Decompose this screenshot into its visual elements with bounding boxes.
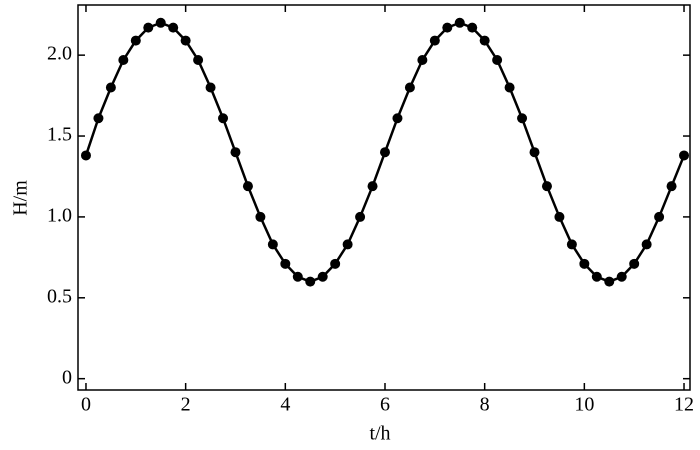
data-point (579, 258, 590, 269)
data-point (492, 55, 503, 65)
y-tick-label: 0 (62, 366, 72, 388)
data-point (317, 271, 328, 282)
data-point (604, 276, 615, 287)
data-point (666, 181, 677, 192)
data-point (591, 271, 602, 282)
x-tick-label: 12 (674, 394, 694, 416)
data-point (654, 211, 665, 222)
data-point (517, 113, 528, 124)
data-point (155, 17, 166, 28)
data-point (367, 181, 378, 192)
data-point (180, 35, 191, 46)
data-point (118, 55, 129, 65)
data-point (93, 113, 104, 124)
x-tick-label: 0 (81, 394, 91, 416)
y-axis-label: H/m (10, 180, 32, 216)
data-point (454, 17, 465, 28)
data-point (504, 82, 515, 93)
data-point (467, 22, 478, 33)
data-point (292, 271, 303, 282)
data-point (80, 150, 91, 161)
data-point (404, 82, 415, 93)
data-point (429, 35, 440, 46)
data-point (529, 147, 540, 158)
data-point (629, 258, 640, 269)
data-point (105, 82, 116, 93)
data-point (641, 239, 652, 250)
data-point (679, 150, 690, 161)
x-tick-label: 6 (380, 394, 390, 416)
data-point (267, 239, 278, 250)
data-point (442, 22, 453, 33)
plot-frame (77, 4, 691, 391)
x-axis-label: t/h (369, 423, 390, 445)
data-point (342, 239, 353, 250)
x-tick-label: 2 (181, 394, 191, 416)
data-point (218, 113, 229, 124)
data-point (280, 258, 291, 269)
data-point (417, 55, 428, 65)
data-point (566, 239, 577, 250)
data-point (230, 147, 241, 158)
y-tick-label: 0.5 (47, 285, 72, 307)
data-point (205, 82, 216, 93)
data-point (541, 181, 552, 192)
data-point (193, 55, 204, 65)
data-point (330, 258, 341, 269)
data-point (130, 35, 141, 46)
x-tick-label: 8 (480, 394, 490, 416)
data-point (168, 22, 179, 33)
data-point (305, 276, 316, 287)
data-point (616, 271, 627, 282)
data-point (479, 35, 490, 46)
data-point (143, 22, 154, 33)
data-point (255, 211, 266, 222)
x-tick-label: 4 (280, 394, 290, 416)
x-tick-label: 10 (574, 394, 594, 416)
data-point (379, 147, 390, 158)
y-tick-label: 1.5 (47, 124, 72, 146)
data-point (554, 211, 565, 222)
y-tick-label: 2.0 (47, 43, 72, 65)
data-point (392, 113, 403, 124)
y-tick-label: 1.0 (47, 205, 72, 227)
data-point (355, 211, 366, 222)
data-point (242, 181, 253, 192)
